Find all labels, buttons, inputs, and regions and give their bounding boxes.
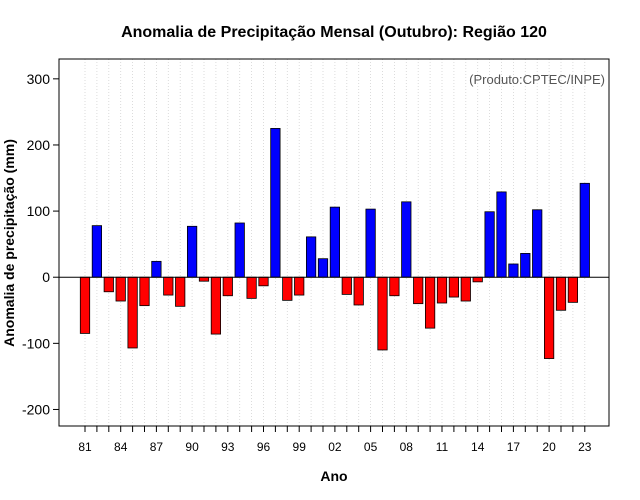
- bar-03: [341, 276, 352, 295]
- bar-00: [305, 236, 317, 278]
- y-tick-label: 300: [27, 71, 51, 87]
- x-tick-label: 23: [578, 440, 592, 454]
- x-tick-label: 90: [185, 440, 199, 454]
- bar-16: [496, 191, 507, 278]
- bar-90: [186, 225, 198, 278]
- bar-09: [413, 276, 424, 305]
- plot-frame: [58, 58, 610, 427]
- bar-93: [222, 276, 233, 297]
- x-tick-label: 11: [436, 440, 449, 454]
- x-axis-title: Ano: [320, 468, 347, 484]
- bar-10: [424, 276, 436, 329]
- bar-86: [139, 276, 150, 307]
- bar-21: [555, 276, 567, 311]
- bar-83: [103, 276, 114, 293]
- bar-14: [472, 276, 483, 283]
- x-tick-label: 05: [364, 440, 378, 454]
- bar-85: [127, 276, 138, 349]
- bar-01: [317, 258, 329, 278]
- y-tick-label: -100: [22, 335, 50, 351]
- x-tick-label: 20: [542, 440, 556, 454]
- bar-12: [448, 276, 460, 298]
- bar-11: [436, 276, 448, 304]
- bar-19: [532, 209, 543, 278]
- bar-18: [520, 253, 531, 278]
- y-axis: -200 -100 0 100 200 300: [22, 71, 59, 417]
- y-tick-label: 100: [27, 203, 51, 219]
- bar-98: [282, 276, 293, 301]
- y-tick-label: 0: [42, 269, 50, 285]
- bar-99: [294, 276, 305, 296]
- bar-95: [246, 276, 257, 299]
- bar-84: [115, 276, 126, 302]
- bar-17: [508, 263, 519, 278]
- credit-annotation: (Produto:CPTEC/INPE): [469, 72, 605, 87]
- x-tick-label: 93: [221, 440, 235, 454]
- bar-02: [329, 206, 341, 278]
- x-axis: 81 84 87 90 93 96 99 02 05 08 11 14 17 20 23: [78, 426, 592, 454]
- bar-04: [353, 276, 364, 306]
- y-tick-label: -200: [22, 401, 50, 417]
- bar-15: [484, 211, 495, 278]
- bar-05: [365, 208, 376, 278]
- x-tick-label: 87: [150, 440, 164, 454]
- x-tick-label: 02: [328, 440, 342, 454]
- x-tick-label: 17: [507, 440, 521, 454]
- bar-08: [401, 201, 412, 278]
- chart-title: Anomalia de Precipitação Mensal (Outubro…: [121, 24, 547, 41]
- bars: [79, 128, 590, 359]
- bar-20: [544, 276, 555, 359]
- x-tick-label: 08: [400, 440, 414, 454]
- x-tick-label: 96: [257, 440, 271, 454]
- x-tick-label: 99: [293, 440, 307, 454]
- y-tick-label: 200: [27, 137, 51, 153]
- bar-13: [460, 276, 471, 302]
- bar-88: [163, 276, 174, 296]
- x-tick-label: 84: [114, 440, 128, 454]
- bar-87: [151, 260, 162, 278]
- bar-94: [234, 222, 245, 278]
- bar-91: [198, 276, 210, 282]
- bar-89: [175, 276, 186, 307]
- bar-96: [258, 276, 269, 287]
- bar-07: [389, 276, 400, 297]
- y-axis-title: Anomalia de precipitação (mm): [1, 139, 17, 347]
- bar-82: [91, 225, 102, 278]
- x-tick-label: 14: [471, 440, 485, 454]
- bar-97: [270, 128, 281, 278]
- x-tick-label: 81: [78, 440, 92, 454]
- bar-81: [79, 276, 91, 334]
- bar-06: [377, 276, 388, 351]
- bar-23: [579, 182, 590, 278]
- bar-22: [567, 276, 579, 303]
- bar-92: [210, 276, 221, 335]
